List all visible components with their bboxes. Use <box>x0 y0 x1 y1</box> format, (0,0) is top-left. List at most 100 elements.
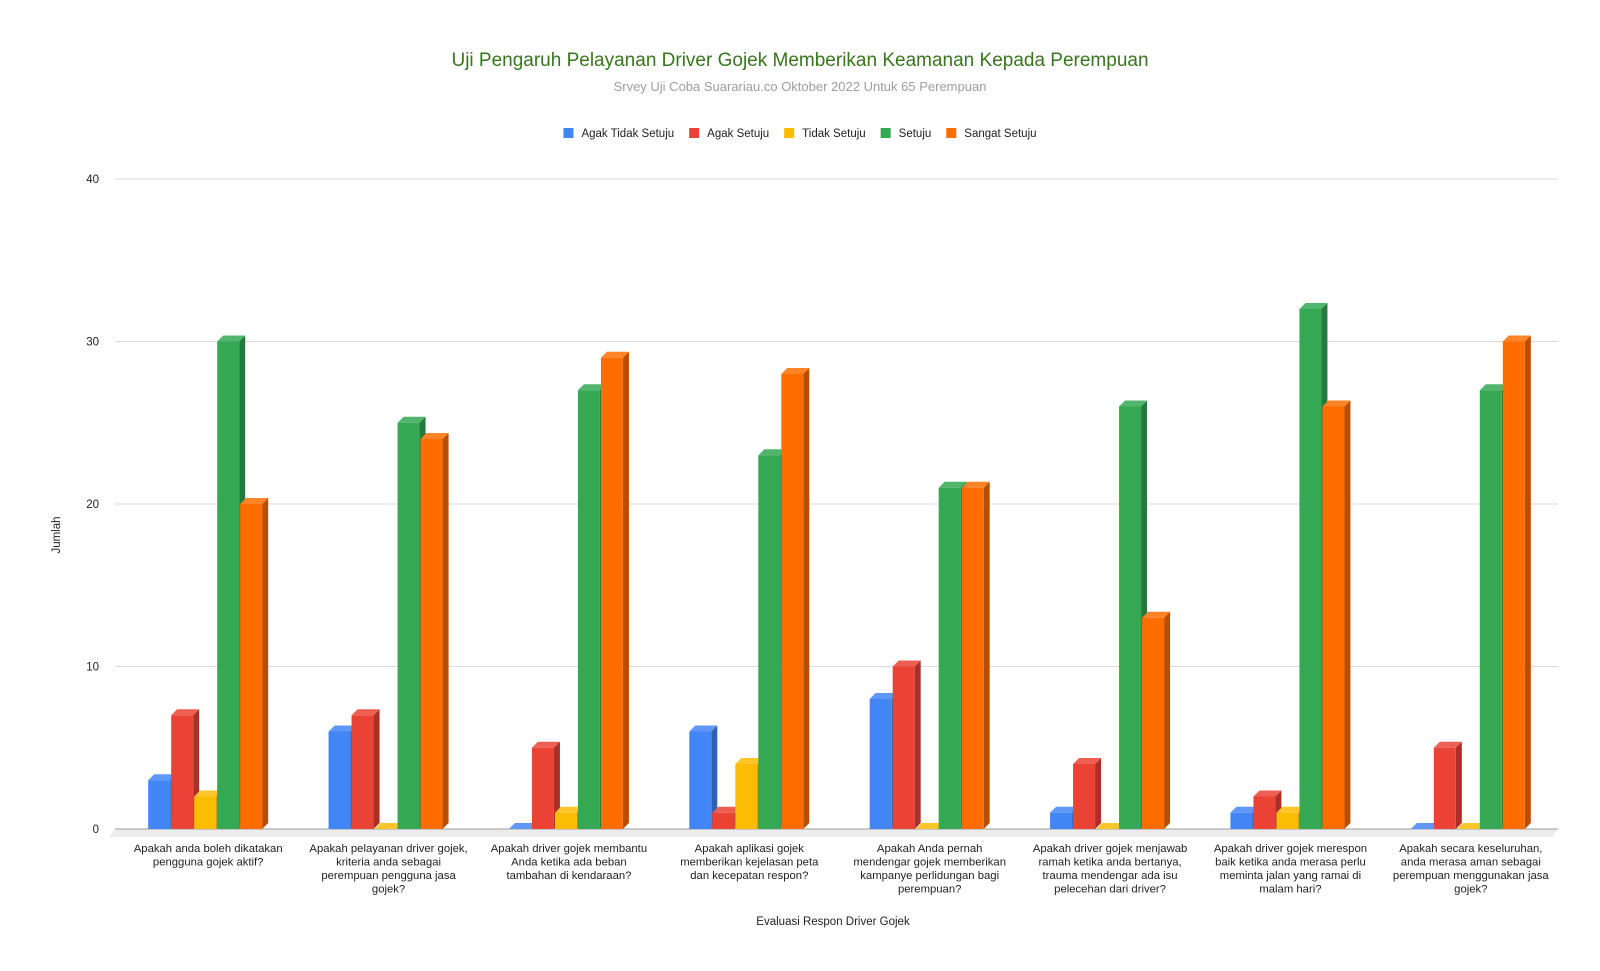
bar-front <box>554 812 577 829</box>
bar-top <box>328 725 357 732</box>
bar-front <box>1299 309 1322 829</box>
legend-swatch <box>946 128 957 138</box>
bar-top <box>1299 303 1328 309</box>
bar-front <box>577 390 600 829</box>
x-tick-label-line: gojek? <box>1454 884 1487 896</box>
bar-front <box>1142 617 1165 829</box>
x-tick-label-line: Anda ketika ada beban <box>511 857 627 869</box>
bar-top <box>1096 823 1125 829</box>
bar-top <box>508 823 537 829</box>
bar <box>1142 611 1171 829</box>
bar-top <box>1142 611 1171 618</box>
bar <box>240 498 269 829</box>
bar-front <box>712 812 735 829</box>
x-tick-label-line: Apakah driver gojek merespon <box>1214 843 1367 855</box>
x-tick-label-line: perempuan? <box>898 884 961 896</box>
x-tick-label-line: Apakah driver gojek membantu <box>491 843 647 855</box>
bar-top <box>735 758 764 764</box>
x-tick-label: Apakah pelayanan driver gojek, kriteria a… <box>309 843 467 896</box>
x-tick-label: Apakah Anda pernah mendengar gojek member… <box>853 843 1006 896</box>
x-tick-label-line: anda merasa aman sebagai <box>1401 857 1541 869</box>
bar-side <box>914 660 921 829</box>
bar-top <box>554 806 583 813</box>
x-tick-label-line: perempuan menggunakan jasa <box>1393 870 1549 882</box>
bar-top <box>217 335 246 342</box>
x-tick-label: Apakah aplikasi gojek memberikan kejelasa… <box>680 843 819 882</box>
legend: Agak Tidak Setuju Agak Setuju Tidak Setuju… <box>563 128 1037 140</box>
bar-front <box>1230 812 1253 829</box>
bar-top <box>577 384 606 391</box>
y-axis-title: Jumlah <box>51 516 63 553</box>
x-tick-label-line: dan kecepatan respon? <box>690 870 808 882</box>
y-tick-label: 10 <box>86 662 99 674</box>
x-tick-label-line: Apakah driver gojek menjawab <box>1033 843 1187 855</box>
bar-top <box>240 498 269 504</box>
bar-front <box>240 504 263 829</box>
plot-floor <box>109 828 1558 837</box>
x-tick-label-line: Apakah aplikasi gojek <box>695 843 805 855</box>
bar-front <box>171 715 194 829</box>
bar <box>420 433 449 829</box>
x-tick-label-line: malam hari? <box>1259 884 1321 896</box>
bar-front <box>892 666 915 829</box>
bar-top <box>1322 400 1351 407</box>
bar-top <box>1502 335 1531 342</box>
bar-side <box>262 498 269 829</box>
bar <box>689 725 718 829</box>
x-tick-label-line: meminta jalan yang ramai di <box>1220 870 1361 882</box>
legend-label: Sangat Setuju <box>964 128 1036 140</box>
bar-front <box>1479 390 1502 829</box>
legend-swatch <box>784 128 795 138</box>
bar-top <box>397 416 426 423</box>
bar-side <box>442 433 449 829</box>
bar-side <box>553 741 560 829</box>
bar-top <box>1119 400 1148 407</box>
bar-side <box>1524 335 1531 829</box>
bar <box>1096 823 1125 829</box>
bar-top <box>351 709 380 716</box>
bar-front <box>531 747 554 829</box>
x-tick-label-line: gojek? <box>372 884 405 896</box>
x-tick-label-line: perempuan pengguna jasa <box>321 870 456 882</box>
bar-top <box>600 351 629 358</box>
bar <box>1502 335 1531 829</box>
y-tick-label: 20 <box>86 499 99 511</box>
bar <box>1253 790 1282 829</box>
legend-swatch <box>563 128 574 138</box>
legend-label: Tidak Setuju <box>802 128 866 140</box>
bar <box>1456 823 1485 829</box>
bar <box>1073 758 1102 829</box>
bar-front <box>148 780 171 829</box>
x-tick-label: Apakah anda boleh dikatakan pengguna goje… <box>134 843 283 869</box>
bar-front <box>1322 406 1345 829</box>
bar-side <box>1455 741 1462 829</box>
bar-top <box>171 709 200 716</box>
x-tick-label-line: Apakah pelayanan driver gojek, <box>309 843 467 855</box>
x-tick-label-line: kriteria anda sebagai <box>336 857 441 869</box>
bar <box>508 823 537 829</box>
x-tick-label-line: Apakah secara keseluruhan, <box>1399 843 1542 855</box>
floor-plane <box>109 829 1558 837</box>
x-tick-label-line: Apakah anda boleh dikatakan <box>134 843 283 855</box>
bar-front <box>781 374 804 829</box>
x-tick-label-line: pengguna gojek aktif? <box>153 857 264 869</box>
y-tick-label: 30 <box>86 337 99 349</box>
bar-front <box>1050 812 1073 829</box>
bar-front <box>1253 796 1276 829</box>
bar-top <box>374 823 403 829</box>
bar <box>1410 823 1439 829</box>
bar-front <box>689 731 712 829</box>
x-tick-label-line: kampanye perlidungan bagi <box>860 870 999 882</box>
bar <box>892 660 921 829</box>
bar-front <box>869 699 892 829</box>
x-tick-label-line: mendengar gojek memberikan <box>853 857 1006 869</box>
legend-item: Setuju <box>880 128 931 140</box>
bar <box>1433 741 1462 829</box>
bar <box>600 351 629 829</box>
bar-top <box>915 823 944 829</box>
bar-top <box>781 368 810 374</box>
bar-top <box>1433 741 1462 748</box>
bar-front <box>1433 747 1456 829</box>
bar-top <box>1479 384 1508 391</box>
